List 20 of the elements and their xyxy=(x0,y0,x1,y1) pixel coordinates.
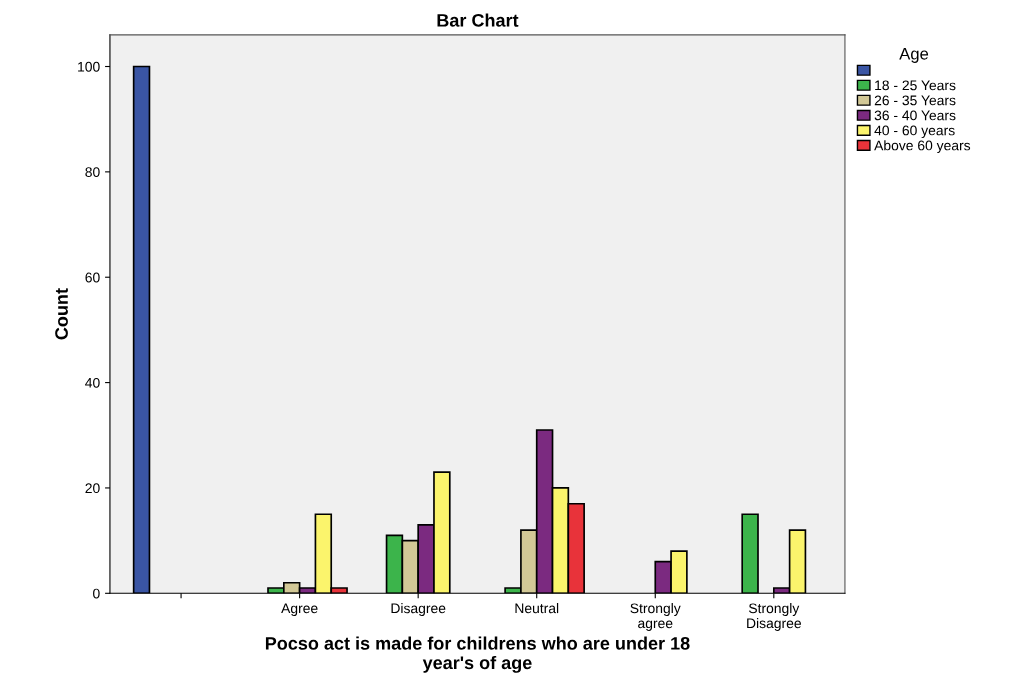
x-tick-label: Strongly Disagree xyxy=(747,603,801,631)
y-tick-label: 0 xyxy=(93,588,100,599)
legend-title: Age xyxy=(899,48,929,63)
legend-label: 18 - 25 Years xyxy=(875,80,956,91)
x-axis-title: Pocso act is made for childrens who are under 18 year's of age xyxy=(265,636,690,673)
y-tick-label: 20 xyxy=(85,483,100,494)
legend-label: 26 - 35 Years xyxy=(874,95,956,106)
x-tick-label: Agree xyxy=(281,603,318,616)
legend-label: Above 60 years xyxy=(874,140,971,154)
x-tick-label: Neutral xyxy=(515,603,559,614)
legend-label: 40 - 60 years xyxy=(874,125,955,139)
y-tick-label: 100 xyxy=(78,61,100,72)
chart-title: Bar Chart xyxy=(437,13,519,27)
x-tick-label: Strongly agree xyxy=(630,603,681,631)
y-tick-label: 60 xyxy=(85,272,100,283)
legend-label: 36 - 40 Years xyxy=(874,110,956,121)
y-tick-label: 80 xyxy=(85,167,100,178)
y-tick-label: 40 xyxy=(85,377,100,388)
x-tick-label: Disagree xyxy=(391,603,446,616)
y-axis-title: Count xyxy=(55,288,68,340)
